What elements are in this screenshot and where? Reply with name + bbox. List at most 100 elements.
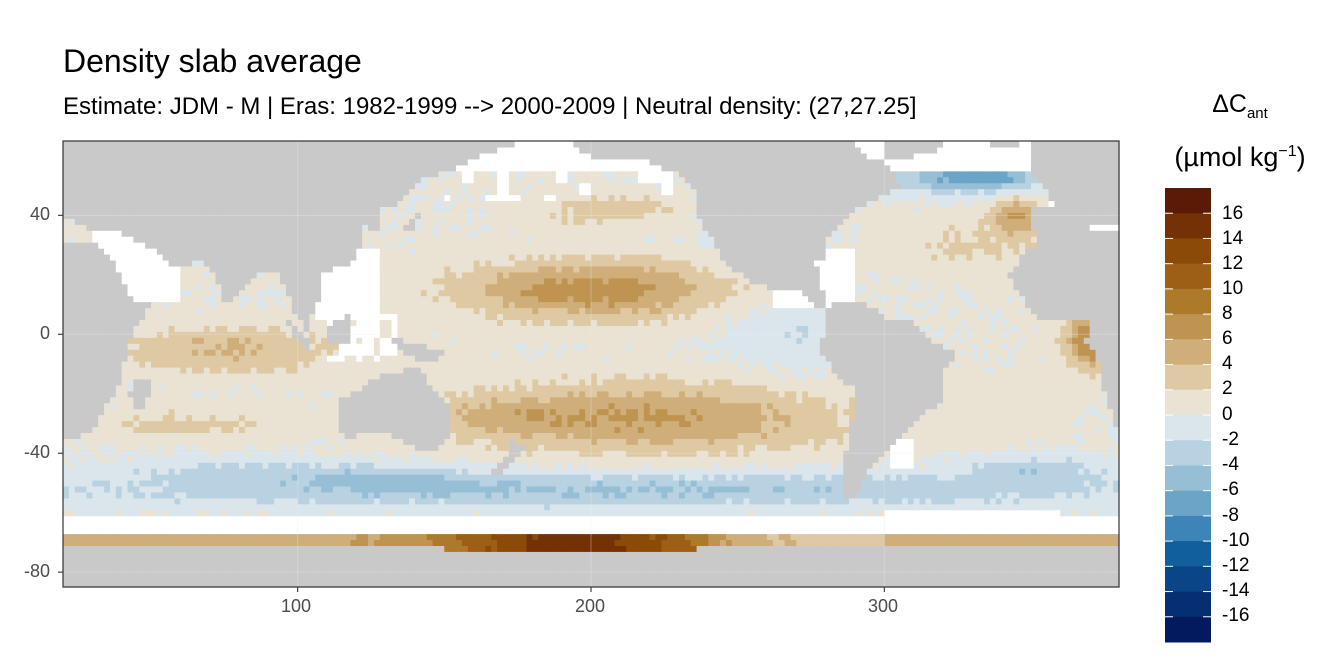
heatmap-cell: [162, 456, 170, 463]
heatmap-cell: [843, 420, 850, 428]
heatmap-cell: [115, 533, 123, 541]
heatmap-cell: [737, 509, 745, 517]
heatmap-cell: [725, 527, 733, 535]
heatmap-cell: [884, 503, 891, 511]
heatmap-cell: [203, 503, 211, 511]
heatmap-cell: [843, 533, 850, 541]
heatmap-cell: [708, 444, 715, 451]
heatmap-cell: [438, 545, 445, 552]
heatmap-cell: [614, 551, 621, 558]
heatmap-cell: [1031, 521, 1038, 529]
heatmap-cell: [813, 533, 821, 541]
heatmap-cell: [544, 462, 551, 469]
heatmap-cell: [303, 515, 310, 523]
heatmap-cell: [450, 515, 457, 523]
heatmap-cell: [280, 521, 287, 529]
heatmap-cell: [1095, 426, 1102, 433]
heatmap-cell: [256, 438, 264, 445]
heatmap-cell: [896, 468, 903, 475]
heatmap-cell: [725, 503, 733, 511]
heatmap-cell: [280, 485, 287, 493]
heatmap-cell: [1083, 563, 1091, 570]
heatmap-cell: [1072, 563, 1079, 570]
heatmap-cell: [197, 420, 205, 428]
heatmap-cell: [708, 426, 715, 433]
heatmap-cell: [297, 581, 305, 588]
heatmap-cell: [890, 432, 897, 439]
heatmap-cell: [520, 503, 528, 511]
heatmap-cell: [1019, 557, 1026, 564]
heatmap-cell: [714, 557, 721, 564]
heatmap-cell: [544, 527, 551, 535]
heatmap-cell: [244, 569, 252, 576]
heatmap-cell: [109, 545, 117, 552]
heatmap-cell: [209, 462, 217, 469]
heatmap-cell: [690, 539, 698, 546]
heatmap-cell: [966, 503, 973, 511]
heatmap-cell: [878, 515, 885, 523]
heatmap-cell: [368, 479, 375, 487]
heatmap-cell: [1031, 503, 1038, 511]
heatmap-cell: [262, 479, 269, 487]
heatmap-cell: [86, 575, 93, 582]
heatmap-cell: [966, 509, 973, 517]
heatmap-cell: [591, 444, 598, 451]
heatmap-cell: [943, 468, 950, 475]
heatmap-cell: [162, 420, 170, 428]
heatmap-cell: [432, 533, 440, 541]
heatmap-cell: [567, 515, 574, 523]
heatmap-cell: [74, 450, 82, 457]
heatmap-cell: [121, 503, 129, 511]
heatmap-cell: [573, 468, 580, 475]
heatmap-cell: [215, 479, 222, 487]
heatmap-cell: [291, 545, 299, 552]
heatmap-cell: [767, 491, 774, 499]
heatmap-cell: [409, 426, 416, 433]
heatmap-cell: [643, 515, 651, 523]
heatmap-cell: [497, 557, 504, 564]
heatmap-cell: [948, 491, 956, 499]
heatmap-cell: [80, 533, 88, 541]
heatmap-cell: [309, 521, 316, 529]
heatmap-cell: [227, 569, 234, 576]
heatmap-cell: [209, 420, 217, 428]
heatmap-cell: [813, 545, 821, 552]
heatmap-cell: [561, 491, 569, 499]
heatmap-cell: [503, 557, 510, 564]
heatmap-cell: [98, 557, 105, 564]
heatmap-cell: [497, 450, 504, 457]
heatmap-cell: [896, 575, 903, 582]
heatmap-cell: [960, 581, 968, 588]
heatmap-cell: [761, 450, 768, 457]
heatmap-cell: [596, 545, 604, 552]
heatmap-cell: [162, 426, 170, 433]
heatmap-cell: [544, 581, 551, 588]
heatmap-cell: [720, 575, 727, 582]
heatmap-cell: [174, 569, 181, 576]
heatmap-cell: [1113, 462, 1120, 469]
heatmap-cell: [802, 450, 809, 457]
heatmap-cell: [696, 456, 704, 463]
heatmap-cell: [127, 563, 134, 570]
heatmap-cell: [538, 521, 545, 529]
heatmap-cell: [426, 420, 434, 428]
heatmap-cell: [896, 438, 903, 445]
heatmap-cell: [86, 468, 93, 475]
heatmap-cell: [1007, 456, 1014, 463]
heatmap-cell: [837, 515, 844, 523]
heatmap-cell: [538, 509, 545, 517]
heatmap-cell: [98, 527, 105, 535]
heatmap-cell: [1066, 533, 1073, 541]
heatmap-cell: [813, 468, 821, 475]
heatmap-cell: [608, 468, 616, 475]
heatmap-cell: [491, 479, 498, 487]
heatmap-cell: [74, 497, 82, 505]
heatmap-cell: [221, 456, 228, 463]
heatmap-cell: [503, 491, 510, 499]
heatmap-cell: [98, 479, 105, 487]
heatmap-cell: [690, 426, 698, 433]
heatmap-cell: [151, 497, 158, 505]
heatmap-cell: [784, 581, 792, 588]
heatmap-cell: [532, 503, 539, 511]
heatmap-cell: [573, 432, 580, 439]
